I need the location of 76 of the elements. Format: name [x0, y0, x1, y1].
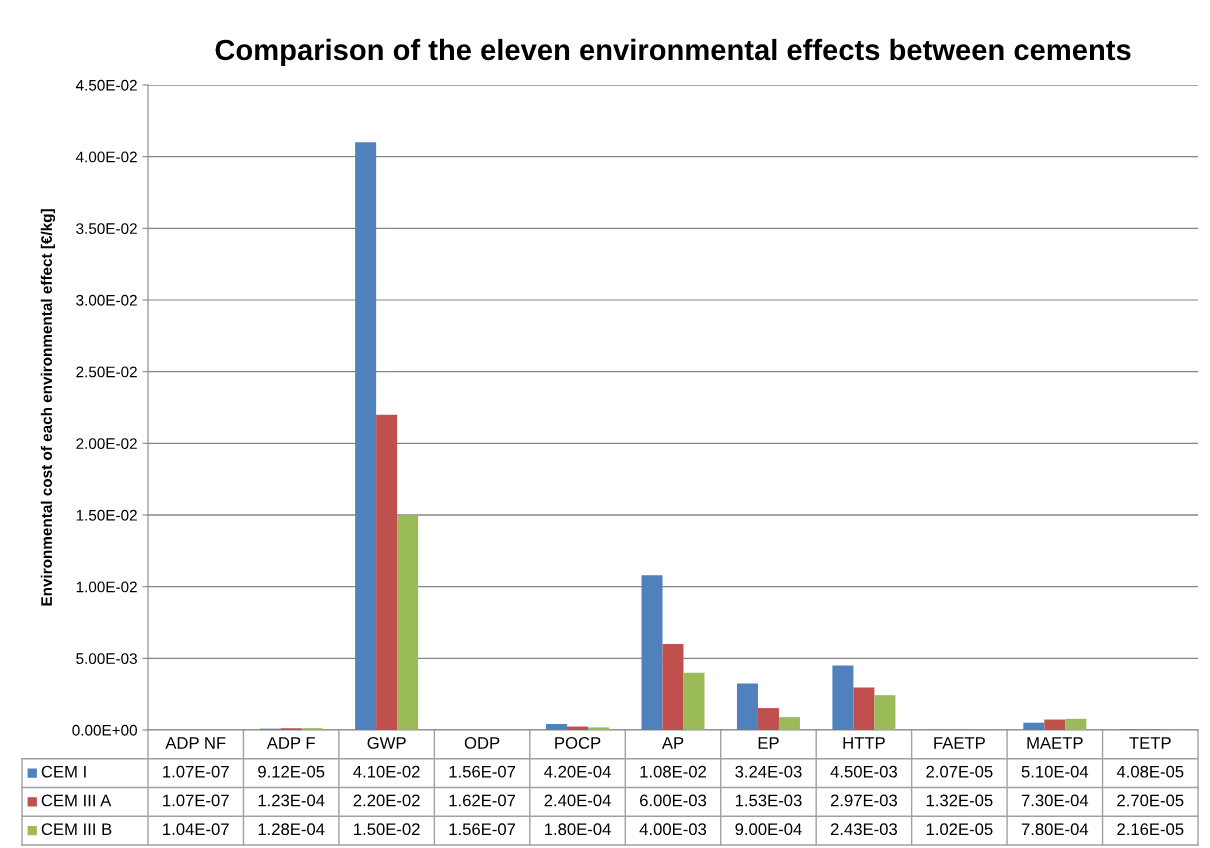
x-tick-label: ADP NF [165, 737, 226, 749]
x-tick-label: ADP F [266, 737, 315, 749]
bar [1065, 718, 1087, 730]
bar [546, 723, 568, 730]
data-label: 4.08E-05 [1116, 765, 1184, 778]
x-tick-label: TETP [1129, 737, 1171, 749]
x-tick-label: ODP [464, 737, 500, 749]
data-label: 4.20E-04 [544, 765, 611, 778]
data-label: 1.32E-05 [926, 794, 993, 807]
data-label: 2.40E-04 [544, 794, 611, 807]
bar [1044, 719, 1066, 730]
bar [778, 717, 800, 730]
data-label: 6.00E-03 [640, 794, 707, 807]
bar [662, 644, 684, 730]
data-label: 5.10E-04 [1021, 765, 1089, 778]
y-tick-label: 3.50E-02 [76, 223, 137, 235]
bar [641, 575, 663, 730]
data-label: 9.12E-05 [258, 765, 325, 778]
data-label: 1.23E-04 [258, 794, 325, 807]
bar [683, 672, 705, 730]
y-tick-label: 4.00E-02 [75, 151, 137, 163]
data-label: 3.24E-03 [735, 765, 802, 778]
data-label: 1.56E-07 [449, 823, 516, 836]
data-label: 7.80E-04 [1021, 823, 1089, 836]
data-label: 1.07E-07 [163, 765, 229, 778]
x-tick-label: HTTP [843, 737, 885, 749]
y-axis-title: Environmental cost of each environmental effect [€/kg] [40, 209, 56, 606]
data-label: 1.08E-02 [640, 765, 706, 778]
y-tick-label: 4.50E-02 [75, 79, 137, 91]
data-label: 4.00E-03 [639, 823, 707, 836]
bar [757, 708, 779, 730]
bar [1023, 722, 1045, 730]
x-tick-label: GWP [367, 737, 406, 749]
y-tick-label: 1.00E-02 [76, 581, 137, 593]
legend-label: CEM III A [41, 794, 112, 807]
x-tick-label: EP [758, 737, 779, 749]
data-label: 9.00E-04 [735, 823, 802, 836]
y-tick-label: 0.00E+00 [72, 724, 137, 736]
chart-title: Comparison of the eleven environmental effects between cements [215, 38, 1131, 67]
data-label: 1.80E-04 [545, 823, 611, 836]
data-label: 1.56E-07 [449, 765, 516, 778]
y-tick-label: 2.00E-02 [76, 438, 137, 450]
data-label: 2.43E-03 [830, 823, 897, 836]
data-label: 4.50E-03 [830, 765, 897, 778]
y-tick-label: 2.50E-02 [76, 366, 137, 378]
bar [853, 687, 875, 730]
bar [397, 515, 419, 730]
data-label: 1.07E-07 [163, 794, 229, 807]
y-tick-label: 5.00E-03 [76, 653, 137, 665]
bar [832, 665, 854, 730]
bar [736, 683, 758, 730]
bar [874, 695, 896, 730]
data-label: 1.28E-04 [258, 823, 325, 836]
legend-label: CEM I [41, 765, 86, 778]
data-label: 1.62E-07 [449, 794, 516, 807]
x-tick-label: AP [661, 737, 684, 749]
data-label: 2.97E-03 [830, 794, 897, 807]
data-label: 2.20E-02 [353, 794, 420, 807]
bar [588, 727, 610, 730]
x-tick-label: FAETP [934, 737, 985, 749]
data-label: 1.04E-07 [163, 823, 229, 836]
x-tick-label: MAETP [1027, 737, 1083, 749]
data-label: 1.50E-02 [354, 823, 420, 836]
y-tick-label: 3.00E-02 [76, 294, 137, 306]
data-label: 2.07E-05 [926, 765, 993, 778]
bar [355, 142, 377, 730]
bar [376, 414, 398, 730]
data-label: 2.16E-05 [1117, 823, 1184, 836]
data-label: 4.10E-02 [353, 765, 420, 778]
x-tick-label: POCP [555, 737, 601, 749]
y-tick-label: 1.50E-02 [76, 509, 137, 521]
data-label: 1.02E-05 [926, 823, 993, 836]
data-label: 2.70E-05 [1117, 794, 1184, 807]
data-label: 7.30E-04 [1021, 794, 1089, 807]
data-label: 1.53E-03 [735, 794, 802, 807]
legend-label: CEM III B [41, 823, 112, 836]
